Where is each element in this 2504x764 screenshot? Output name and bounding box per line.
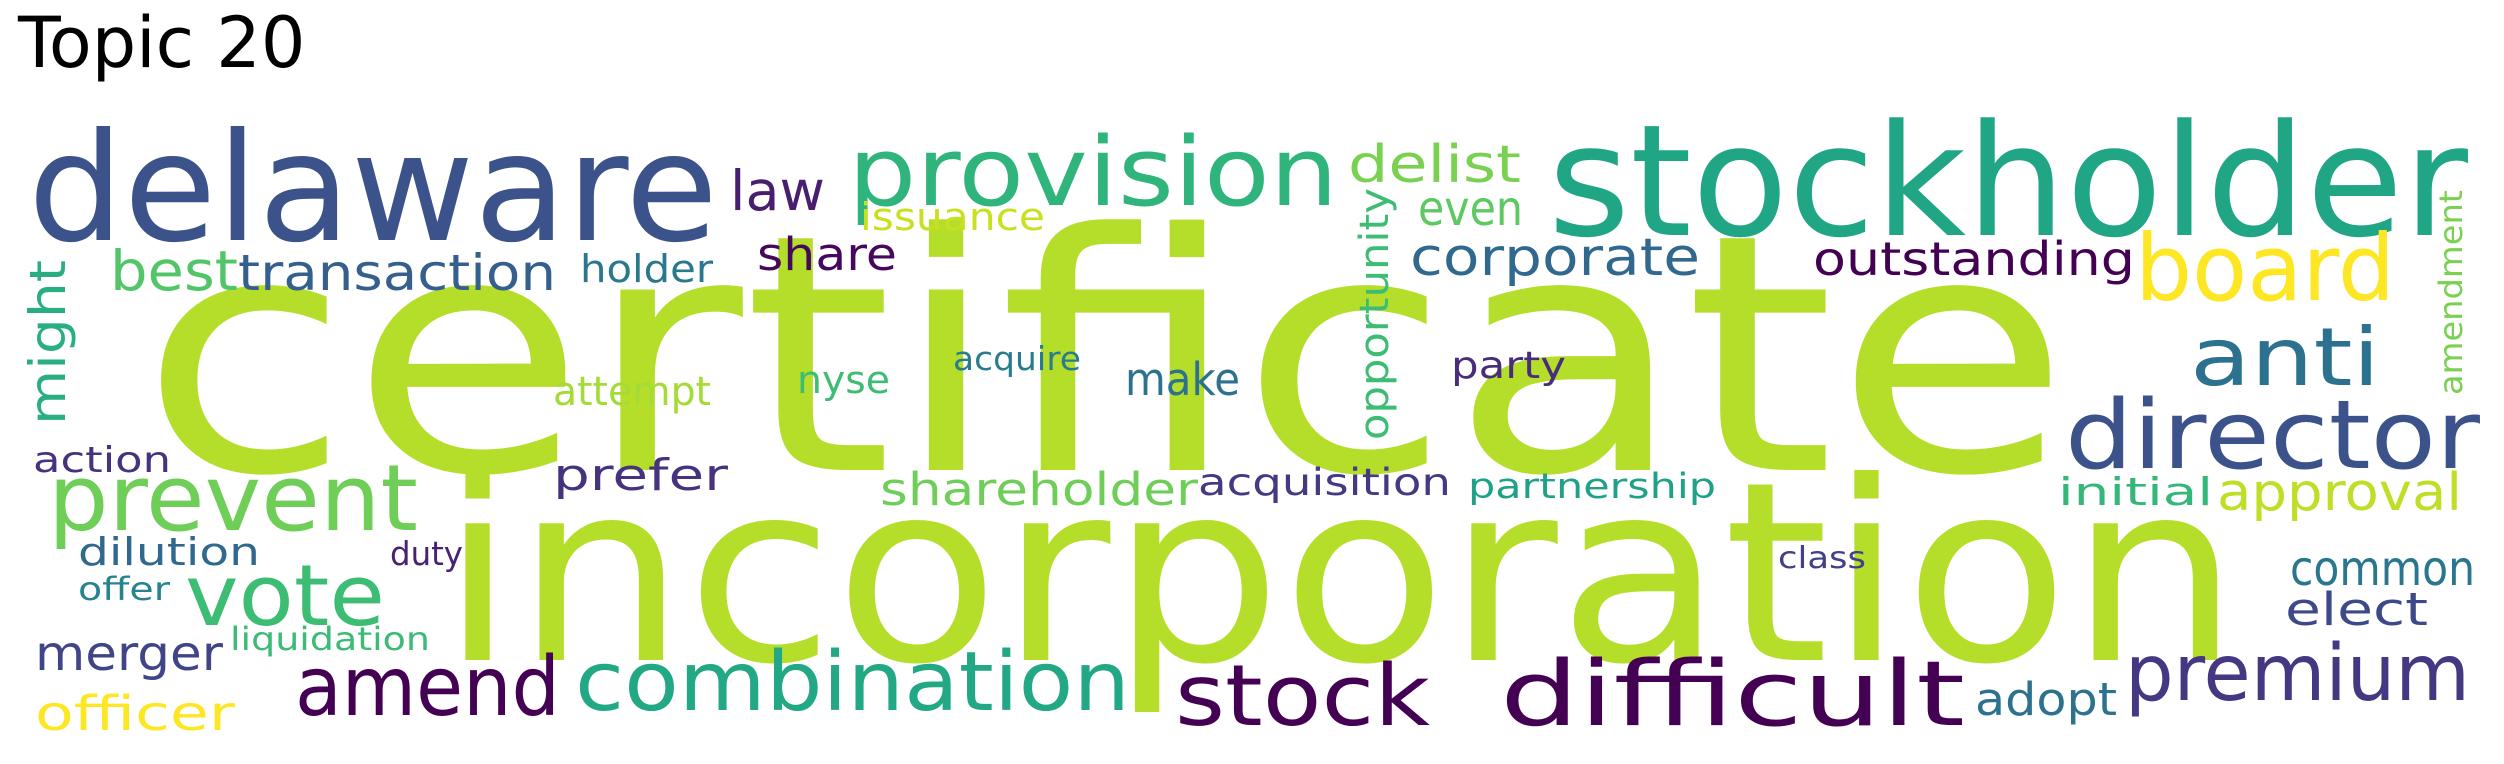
word-merger: merger	[35, 626, 223, 682]
word-combination: combination	[575, 635, 1130, 730]
word-delist: delist	[1348, 135, 1521, 195]
word-issuance: issuance	[860, 195, 1045, 239]
word-common: common	[2290, 541, 2475, 597]
word-shareholder: shareholder	[880, 463, 1199, 516]
word-vote: vote	[185, 547, 385, 646]
word-law: law	[730, 159, 825, 223]
word-attempt: attempt	[553, 369, 711, 415]
word-adopt: adopt	[1975, 673, 2117, 726]
word-provision: provision	[848, 118, 1338, 228]
word-opportunity: opportunity	[1352, 188, 1398, 440]
word-delaware: delaware	[28, 102, 718, 276]
word-holder: holder	[580, 247, 713, 291]
word-corporate: corporate	[1410, 228, 1700, 288]
word-might: might	[19, 260, 77, 425]
word-outstanding: outstanding	[1813, 232, 2135, 286]
word-board: board	[2135, 215, 2395, 322]
word-party: party	[1451, 344, 1566, 387]
word-action: action	[33, 440, 171, 481]
word-even: even	[1418, 181, 1523, 237]
word-stock: stock	[1175, 647, 1430, 746]
word-duty: duty	[390, 534, 463, 573]
word-approval: approval	[2217, 463, 2462, 523]
word-difficult: difficult	[1500, 642, 1965, 747]
word-acquire: acquire	[953, 339, 1081, 378]
word-premium: premium	[2125, 629, 2470, 719]
word-anti: anti	[2190, 311, 2380, 404]
word-class: class	[1778, 541, 1866, 576]
word-elect: elect	[2285, 583, 2428, 636]
word-amendment: amendment	[2432, 190, 2470, 395]
word-officer: officer	[35, 686, 235, 742]
word-stockholder: stockholder	[1548, 91, 2468, 272]
word-initial: initial	[2058, 470, 2213, 514]
word-offer: offer	[78, 570, 171, 608]
word-best: best	[110, 239, 238, 303]
word-liquidation: liquidation	[230, 620, 430, 658]
word-nyse: nyse	[797, 358, 890, 402]
word-certificate: certificate	[140, 164, 2070, 548]
word-acquisition: acquisition	[1198, 461, 1451, 504]
word-make: make	[1125, 353, 1240, 406]
chart-title: Topic 20	[18, 2, 306, 84]
word-director: director	[2065, 381, 2481, 491]
word-partnership: partnership	[1468, 467, 1716, 507]
word-prefer: prefer	[553, 450, 729, 501]
word-amend: amend	[295, 640, 560, 735]
word-incorporation: incorporation	[440, 428, 2240, 719]
word-transaction: transaction	[238, 244, 556, 302]
word-prevent: prevent	[48, 445, 418, 552]
word-dilution: dilution	[78, 530, 260, 574]
word-share: share	[757, 228, 897, 281]
